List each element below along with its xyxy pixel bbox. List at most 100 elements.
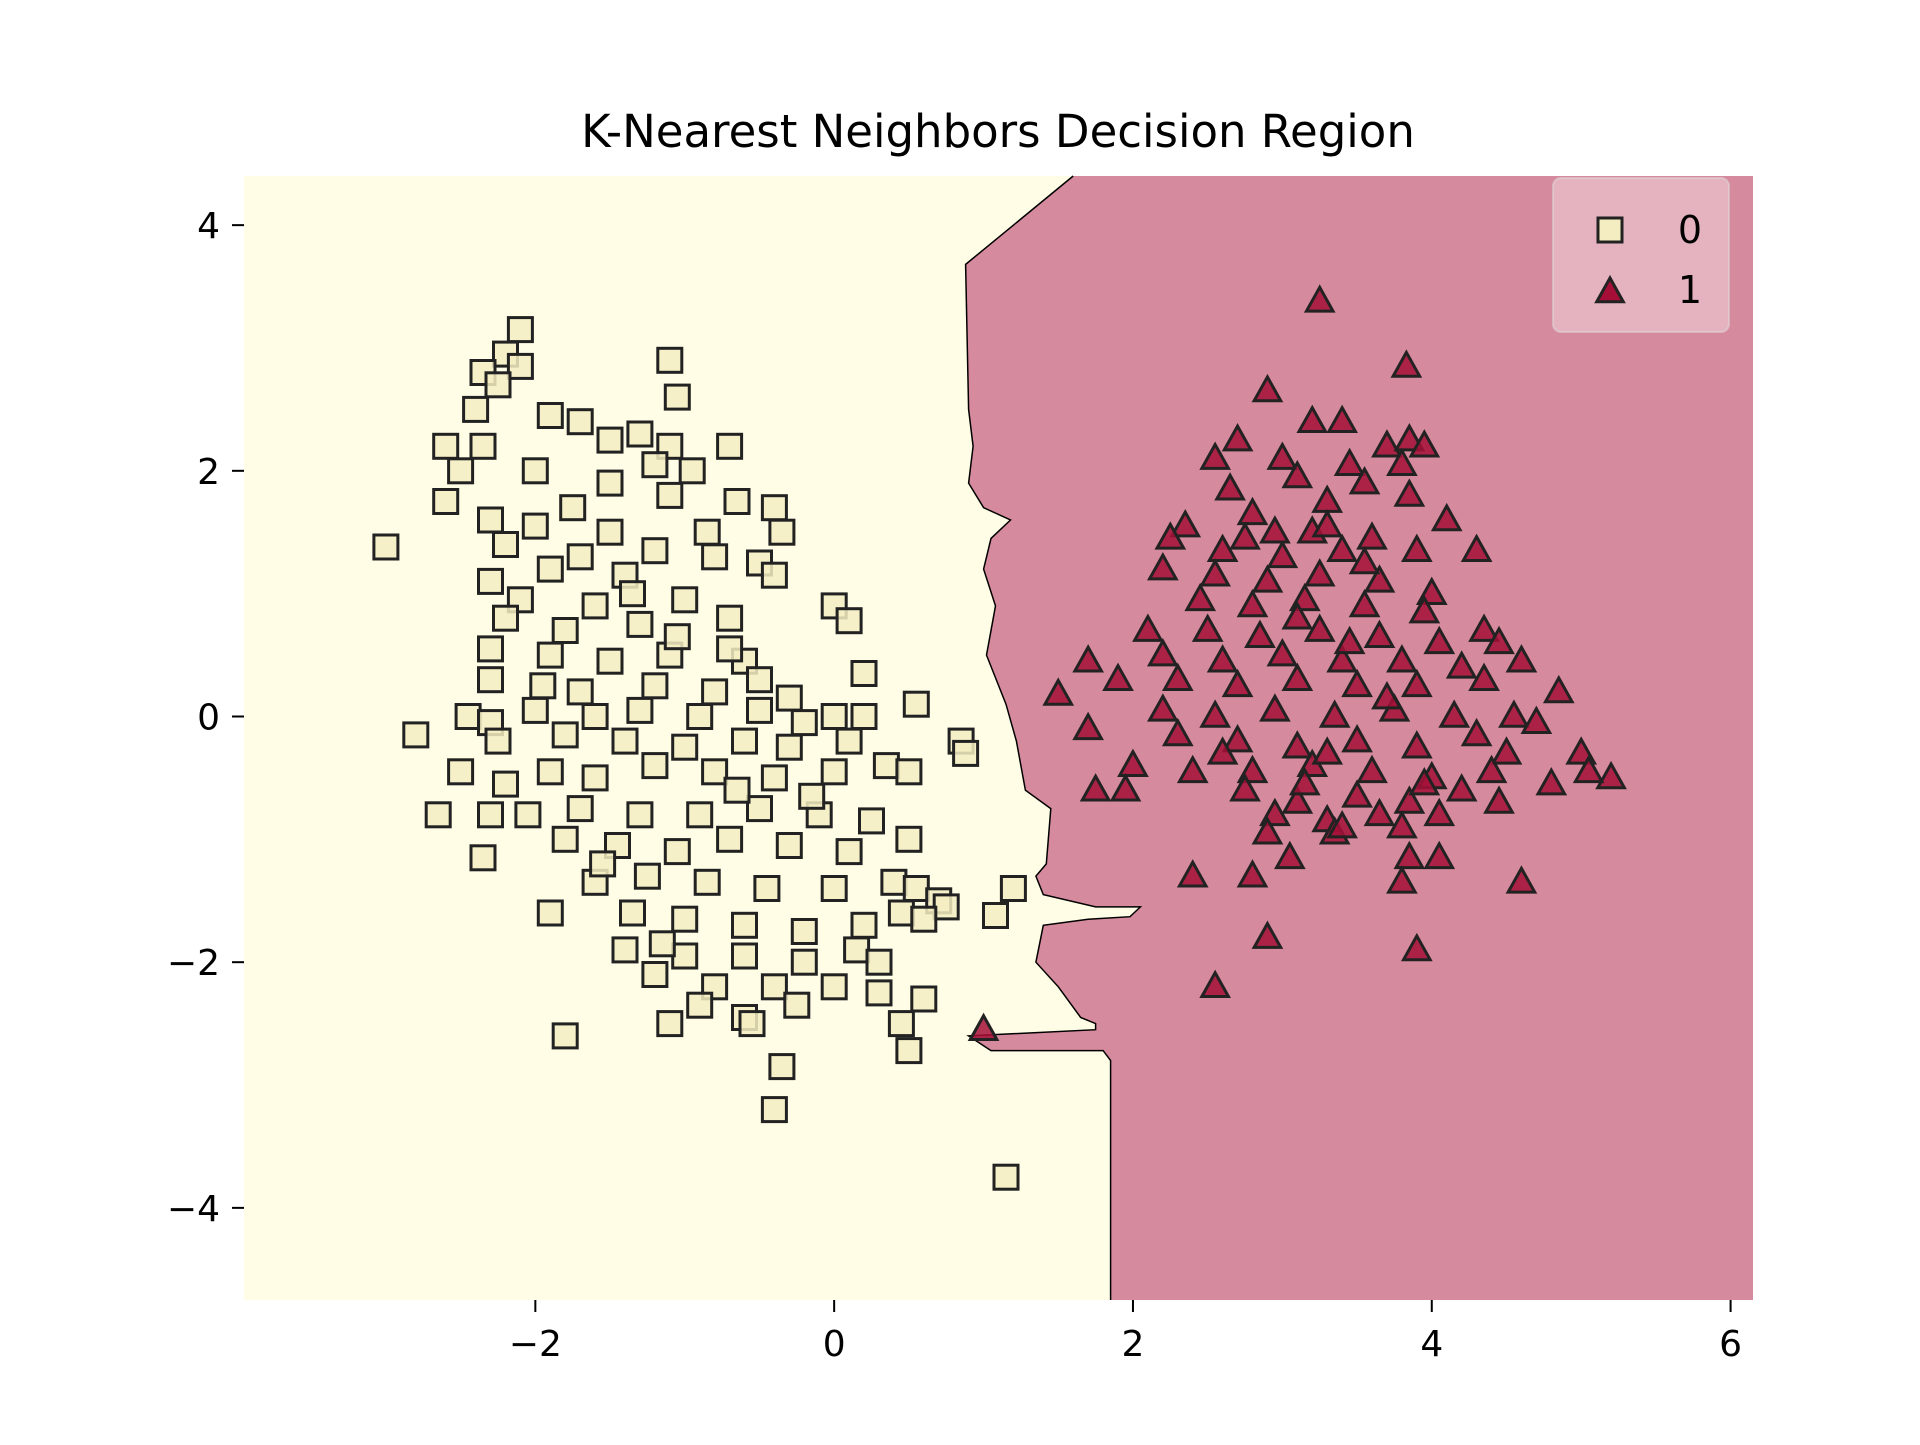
point-class-1-1: [1390, 349, 1423, 378]
point-class-0-121: [790, 918, 818, 945]
point-class-1-65: [1042, 677, 1075, 706]
point-class-0-131: [760, 973, 788, 1001]
point-class-1-129: [1288, 766, 1321, 796]
point-class-1-64: [1542, 674, 1575, 704]
point-class-0-58: [521, 696, 549, 724]
point-class-1-0: [1303, 284, 1336, 313]
point-class-1-39: [1348, 588, 1381, 618]
point-class-1-109: [1393, 840, 1426, 870]
point-class-0-79: [492, 770, 519, 798]
point-class-0-114: [887, 899, 915, 927]
point-class-0-124: [611, 936, 639, 964]
point-class-1-45: [1363, 619, 1396, 648]
point-class-1-24: [1154, 521, 1187, 550]
point-class-0-69: [551, 721, 579, 749]
point-class-0-32: [477, 567, 504, 595]
point-class-0-129: [641, 961, 669, 988]
legend-marker-square: [1596, 216, 1624, 244]
point-class-1-37: [1236, 588, 1269, 618]
point-class-1-15: [1348, 466, 1381, 495]
point-class-0-77: [952, 739, 980, 767]
point-class-0-21: [656, 481, 684, 509]
point-class-0-7: [462, 395, 490, 423]
point-class-0-23: [760, 494, 788, 522]
point-class-0-156: [723, 776, 751, 804]
point-class-1-6: [1371, 429, 1403, 458]
point-class-1-12: [1386, 447, 1418, 476]
point-class-1-74: [1072, 711, 1105, 741]
point-class-1-34: [1363, 564, 1396, 593]
point-class-0-10: [432, 432, 460, 460]
point-class-1-60: [1281, 662, 1314, 691]
point-class-1-10: [1266, 441, 1299, 470]
point-class-0-72: [731, 727, 758, 755]
point-class-0-99: [663, 838, 691, 866]
point-class-0-133: [865, 948, 893, 976]
point-class-0-87: [895, 758, 923, 786]
legend: 0 1: [1552, 177, 1730, 333]
point-class-1-62: [1400, 668, 1433, 698]
point-class-0-65: [454, 703, 482, 730]
point-class-0-25: [596, 518, 624, 546]
point-class-1-125: [1408, 766, 1441, 796]
point-class-0-86: [872, 752, 900, 780]
point-class-0-16: [521, 457, 549, 485]
point-class-1-128: [1259, 515, 1291, 544]
x-tick-label-1: 0: [823, 1324, 846, 1365]
point-class-1-59: [1221, 668, 1254, 698]
point-class-0-78: [447, 758, 475, 786]
point-class-0-46: [477, 635, 504, 663]
point-class-0-126: [731, 942, 758, 970]
point-class-0-107: [693, 868, 721, 896]
point-class-1-79: [1400, 730, 1433, 759]
point-class-0-111: [902, 875, 930, 902]
point-class-0-144: [768, 1053, 796, 1081]
decision-boundary-line: [964, 175, 1143, 1300]
point-class-0-81: [581, 764, 609, 792]
point-class-1-96: [1281, 785, 1314, 814]
point-class-0-48: [596, 647, 624, 675]
point-class-1-52: [1326, 644, 1358, 673]
point-class-0-127: [790, 948, 818, 976]
point-class-1-42: [1191, 613, 1224, 642]
point-class-0-51: [477, 666, 504, 694]
point-class-1-41: [1132, 613, 1164, 642]
point-class-0-30: [641, 537, 669, 565]
point-class-1-58: [1161, 662, 1194, 691]
point-class-0-94: [858, 807, 885, 835]
point-class-0-123: [910, 905, 938, 933]
point-class-0-149: [596, 469, 624, 497]
point-class-1-49: [1146, 638, 1179, 667]
point-class-0-103: [895, 825, 923, 853]
x-tick-label-3: 4: [1420, 1324, 1443, 1365]
point-class-1-75: [1161, 717, 1194, 747]
x-tick-label-4: 6: [1719, 1324, 1742, 1365]
point-class-0-36: [760, 561, 788, 589]
point-class-0-140: [738, 1010, 766, 1038]
point-class-0-139: [656, 1010, 684, 1038]
point-class-1-106: [1386, 809, 1418, 839]
point-class-0-22: [723, 488, 751, 515]
point-class-1-77: [1281, 730, 1314, 759]
point-class-1-113: [1386, 865, 1418, 894]
legend-label-class-1: 1: [1678, 268, 1702, 312]
point-class-0-95: [424, 801, 452, 829]
point-class-1-13: [1214, 472, 1246, 501]
point-class-1-92: [1572, 754, 1605, 784]
point-class-1-103: [1423, 797, 1456, 827]
point-class-0-102: [835, 838, 863, 866]
point-class-0-44: [626, 610, 654, 638]
x-tick-label-2: 2: [1122, 1324, 1145, 1365]
point-class-0-38: [581, 592, 609, 620]
point-class-0-39: [671, 586, 699, 614]
point-class-1-61: [1341, 668, 1373, 698]
point-class-1-31: [1199, 558, 1231, 587]
y-tick-label-0: −4: [167, 1189, 220, 1230]
point-class-0-45: [716, 604, 744, 632]
point-class-0-151: [619, 580, 646, 608]
point-class-1-29: [1460, 533, 1493, 562]
point-class-1-124: [1206, 736, 1239, 765]
point-class-1-120: [1281, 601, 1314, 630]
point-class-1-43: [1244, 619, 1276, 648]
